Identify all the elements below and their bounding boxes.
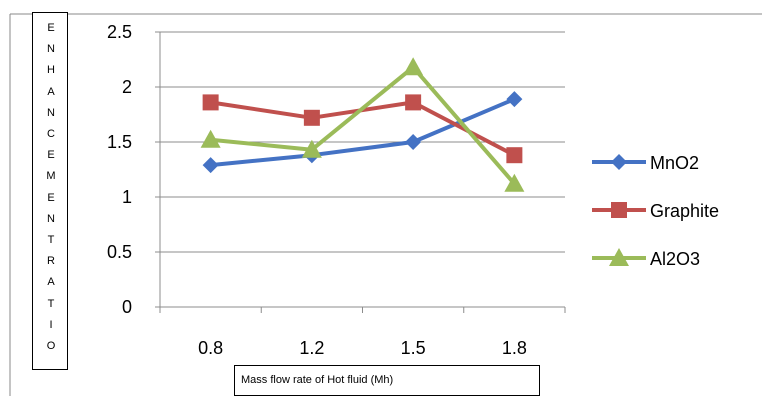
data-point-mno2 bbox=[202, 157, 219, 174]
y-tick-label: 0 bbox=[122, 297, 132, 317]
y-axis-title-letter: E bbox=[47, 191, 55, 204]
y-axis-title-letter: E bbox=[47, 22, 55, 34]
data-point-al2o3 bbox=[403, 57, 424, 76]
y-tick-label: 2 bbox=[122, 77, 132, 97]
data-point-mno2 bbox=[506, 91, 523, 108]
axes bbox=[155, 31, 566, 313]
x-tick-labels: 0.8 1.2 1.5 1.8 bbox=[198, 338, 527, 358]
y-axis-title-letter: O bbox=[46, 340, 56, 352]
legend-marker-mno2 bbox=[611, 154, 627, 170]
y-axis-title-letter: N bbox=[47, 212, 55, 225]
legend: MnO2 Graphite Al2O3 bbox=[592, 153, 719, 269]
y-tick-label: 1 bbox=[122, 187, 132, 207]
legend-label-al2o3: Al2O3 bbox=[650, 249, 700, 269]
y-axis-title-letter: M bbox=[46, 170, 56, 183]
y-axis-title-letter: T bbox=[47, 234, 55, 246]
data-point-al2o3 bbox=[200, 129, 221, 148]
x-axis-title: Mass flow rate of Hot fluid (Mh) bbox=[234, 365, 540, 396]
y-axis-title-letter: N bbox=[47, 106, 55, 119]
data-point-al2o3 bbox=[504, 173, 525, 192]
y-tick-labels: 0 0.5 1 1.5 2 2.5 bbox=[107, 22, 132, 317]
x-tick-label: 1.2 bbox=[299, 338, 324, 358]
x-tick-label: 1.8 bbox=[502, 338, 527, 358]
x-tick-label: 1.5 bbox=[401, 338, 426, 358]
x-tick-label: 0.8 bbox=[198, 338, 223, 358]
y-axis-title-letter: H bbox=[47, 64, 55, 77]
y-axis-title-letter: N bbox=[47, 43, 55, 56]
data-point-graphite bbox=[405, 94, 422, 111]
data-point-mno2 bbox=[405, 134, 422, 150]
y-axis-title-letter: C bbox=[47, 128, 55, 140]
legend-marker-al2o3 bbox=[609, 248, 629, 266]
y-tick-label: 0.5 bbox=[107, 242, 132, 262]
legend-label-graphite: Graphite bbox=[650, 201, 719, 221]
series-lines bbox=[200, 57, 525, 192]
data-point-graphite bbox=[202, 94, 219, 111]
data-point-al2o3 bbox=[301, 139, 322, 158]
y-axis-title-letter: A bbox=[47, 85, 55, 98]
y-axis-title-letter: E bbox=[47, 149, 55, 162]
series-line-mno2 bbox=[210, 97, 516, 168]
y-axis-title-letter: I bbox=[49, 318, 53, 331]
data-point-graphite bbox=[303, 109, 320, 126]
y-axis-title-letter: T bbox=[47, 297, 55, 310]
legend-marker-graphite bbox=[611, 202, 627, 218]
y-tick-label: 2.5 bbox=[107, 22, 132, 42]
legend-label-mno2: MnO2 bbox=[650, 153, 699, 173]
data-point-graphite bbox=[506, 147, 523, 164]
y-axis-title-letter: R bbox=[47, 255, 55, 268]
series-line-al2o3 bbox=[210, 65, 516, 186]
y-axis-title-letter: A bbox=[47, 276, 55, 289]
y-tick-label: 1.5 bbox=[107, 132, 132, 152]
